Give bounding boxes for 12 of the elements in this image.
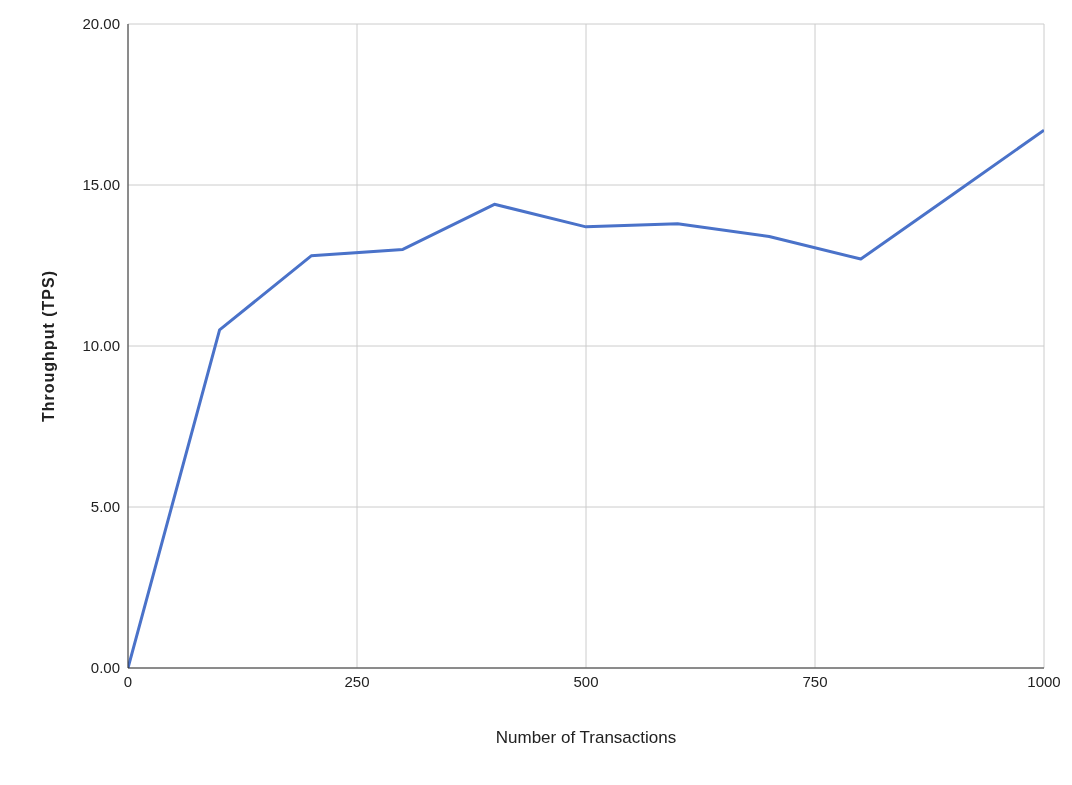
x-tick-label: 750 (802, 672, 828, 690)
x-tick-label: 1000 (1027, 672, 1061, 690)
y-tick-label: 20.00 (82, 15, 120, 33)
y-tick-label: 5.00 (90, 498, 120, 516)
y-axis-title: Throughput (TPS) (39, 270, 57, 422)
x-tick-label: 250 (344, 672, 370, 690)
x-tick-label: 500 (573, 672, 599, 690)
y-tick-label: 15.00 (82, 176, 120, 194)
x-axis-title: Number of Transactions (495, 728, 677, 747)
y-tick-label: 10.00 (82, 337, 120, 355)
y-tick-label: 0.00 (90, 659, 120, 677)
x-tick-label: 0 (123, 672, 133, 690)
